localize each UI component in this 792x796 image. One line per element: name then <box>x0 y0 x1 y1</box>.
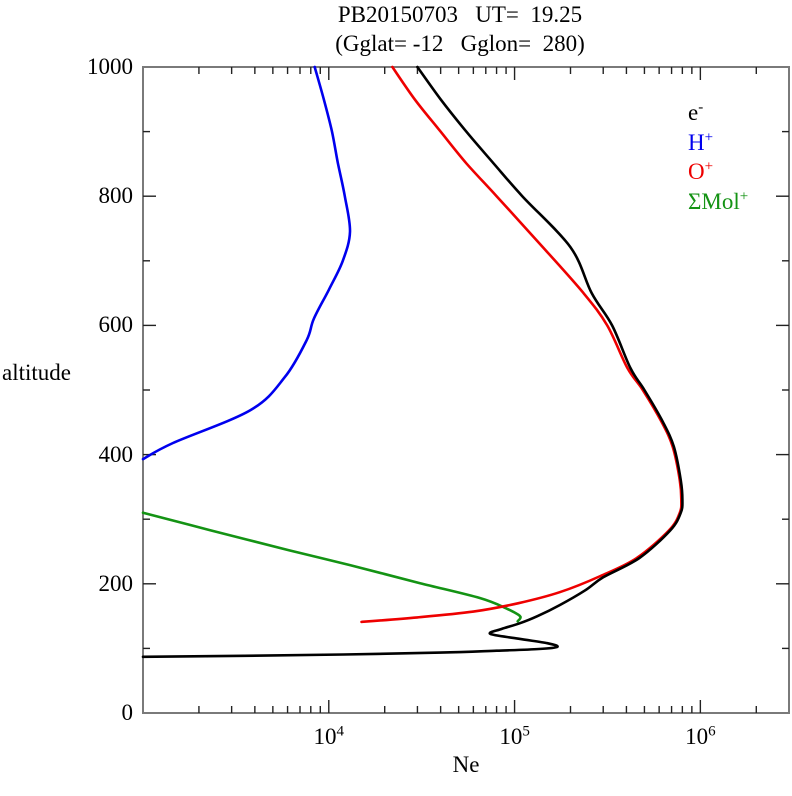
chart-title-line1: PB20150703 UT= 19.25 <box>337 2 583 27</box>
y-axis-label: altitude <box>2 360 71 385</box>
y-tick-label-600: 600 <box>98 312 134 338</box>
x-tick-exponent: 6 <box>708 723 716 740</box>
series-line-o <box>360 65 683 624</box>
series-line-h <box>141 65 352 461</box>
legend-item-h: H+ <box>688 128 714 155</box>
legend-item-e: e- <box>688 99 704 125</box>
series-line-e <box>141 65 684 659</box>
y-tick-label-400: 400 <box>98 441 134 467</box>
legend-item-mol: ΣMol+ <box>688 187 749 214</box>
x-tick-label-1e5: 105 <box>499 723 530 749</box>
legend-item-superscript: + <box>704 158 714 175</box>
chart-title-line2: (Gglat= -12 Gglon= 280) <box>335 31 585 56</box>
y-tick-label-800: 800 <box>98 183 134 209</box>
x-tick-exponent: 4 <box>336 723 345 740</box>
legend-item-o: O+ <box>688 158 714 184</box>
x-axis-label: Ne <box>452 752 480 777</box>
legend-item-superscript: - <box>698 99 704 116</box>
legend-item-superscript: + <box>704 128 714 145</box>
y-tick-label-1000: 1000 <box>87 54 133 79</box>
y-tick-label-0: 0 <box>121 700 134 725</box>
x-tick-exponent: 5 <box>522 723 530 740</box>
y-tick-label-200: 200 <box>98 570 134 596</box>
x-tick-label-1e4: 104 <box>313 723 345 749</box>
legend-item-superscript: + <box>739 187 749 204</box>
x-tick-label-1e6: 106 <box>685 723 716 749</box>
series-line-mol <box>141 511 522 623</box>
